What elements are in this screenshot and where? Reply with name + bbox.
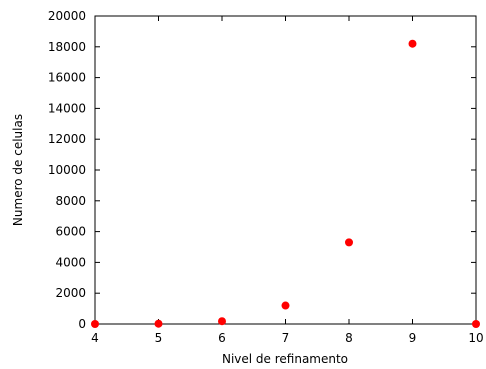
data-point — [345, 238, 353, 247]
data-point — [281, 301, 290, 310]
data-point — [154, 319, 163, 328]
y-tick-label: 6000 — [55, 225, 86, 239]
x-tick-label: 5 — [155, 331, 163, 345]
plot-frame — [94, 15, 477, 325]
x-tick-label: 10 — [468, 331, 483, 345]
y-tick-label: 0 — [78, 317, 86, 331]
x-tick-label: 8 — [345, 331, 353, 345]
y-tick-label: 12000 — [48, 132, 86, 146]
y-tick-label: 2000 — [55, 286, 86, 300]
x-tick-label: 6 — [218, 331, 226, 345]
y-tick-label: 18000 — [48, 40, 86, 54]
data-points — [91, 39, 480, 328]
data-point — [91, 320, 99, 328]
y-tick-label: 20000 — [48, 9, 86, 23]
y-tick-label: 16000 — [48, 71, 86, 85]
x-tick-label: 9 — [409, 331, 417, 345]
data-point — [408, 39, 417, 48]
y-tick-label: 4000 — [55, 255, 86, 269]
x-axis-label: Nivel de refinamento — [222, 352, 348, 366]
y-tick-label: 10000 — [48, 163, 86, 177]
x-tick-label: 4 — [91, 331, 99, 345]
y-tick-label: 8000 — [55, 194, 86, 208]
data-point — [472, 320, 480, 328]
x-tick-label: 7 — [282, 331, 290, 345]
y-axis-label: Numero de celulas — [11, 114, 25, 226]
axis-ticks: 4 5 6 7 8 9 10 0 2000 4000 6000 8000 10000 12000 14000… — [48, 9, 484, 345]
y-tick-label: 14000 — [48, 101, 86, 115]
data-point — [218, 317, 226, 326]
